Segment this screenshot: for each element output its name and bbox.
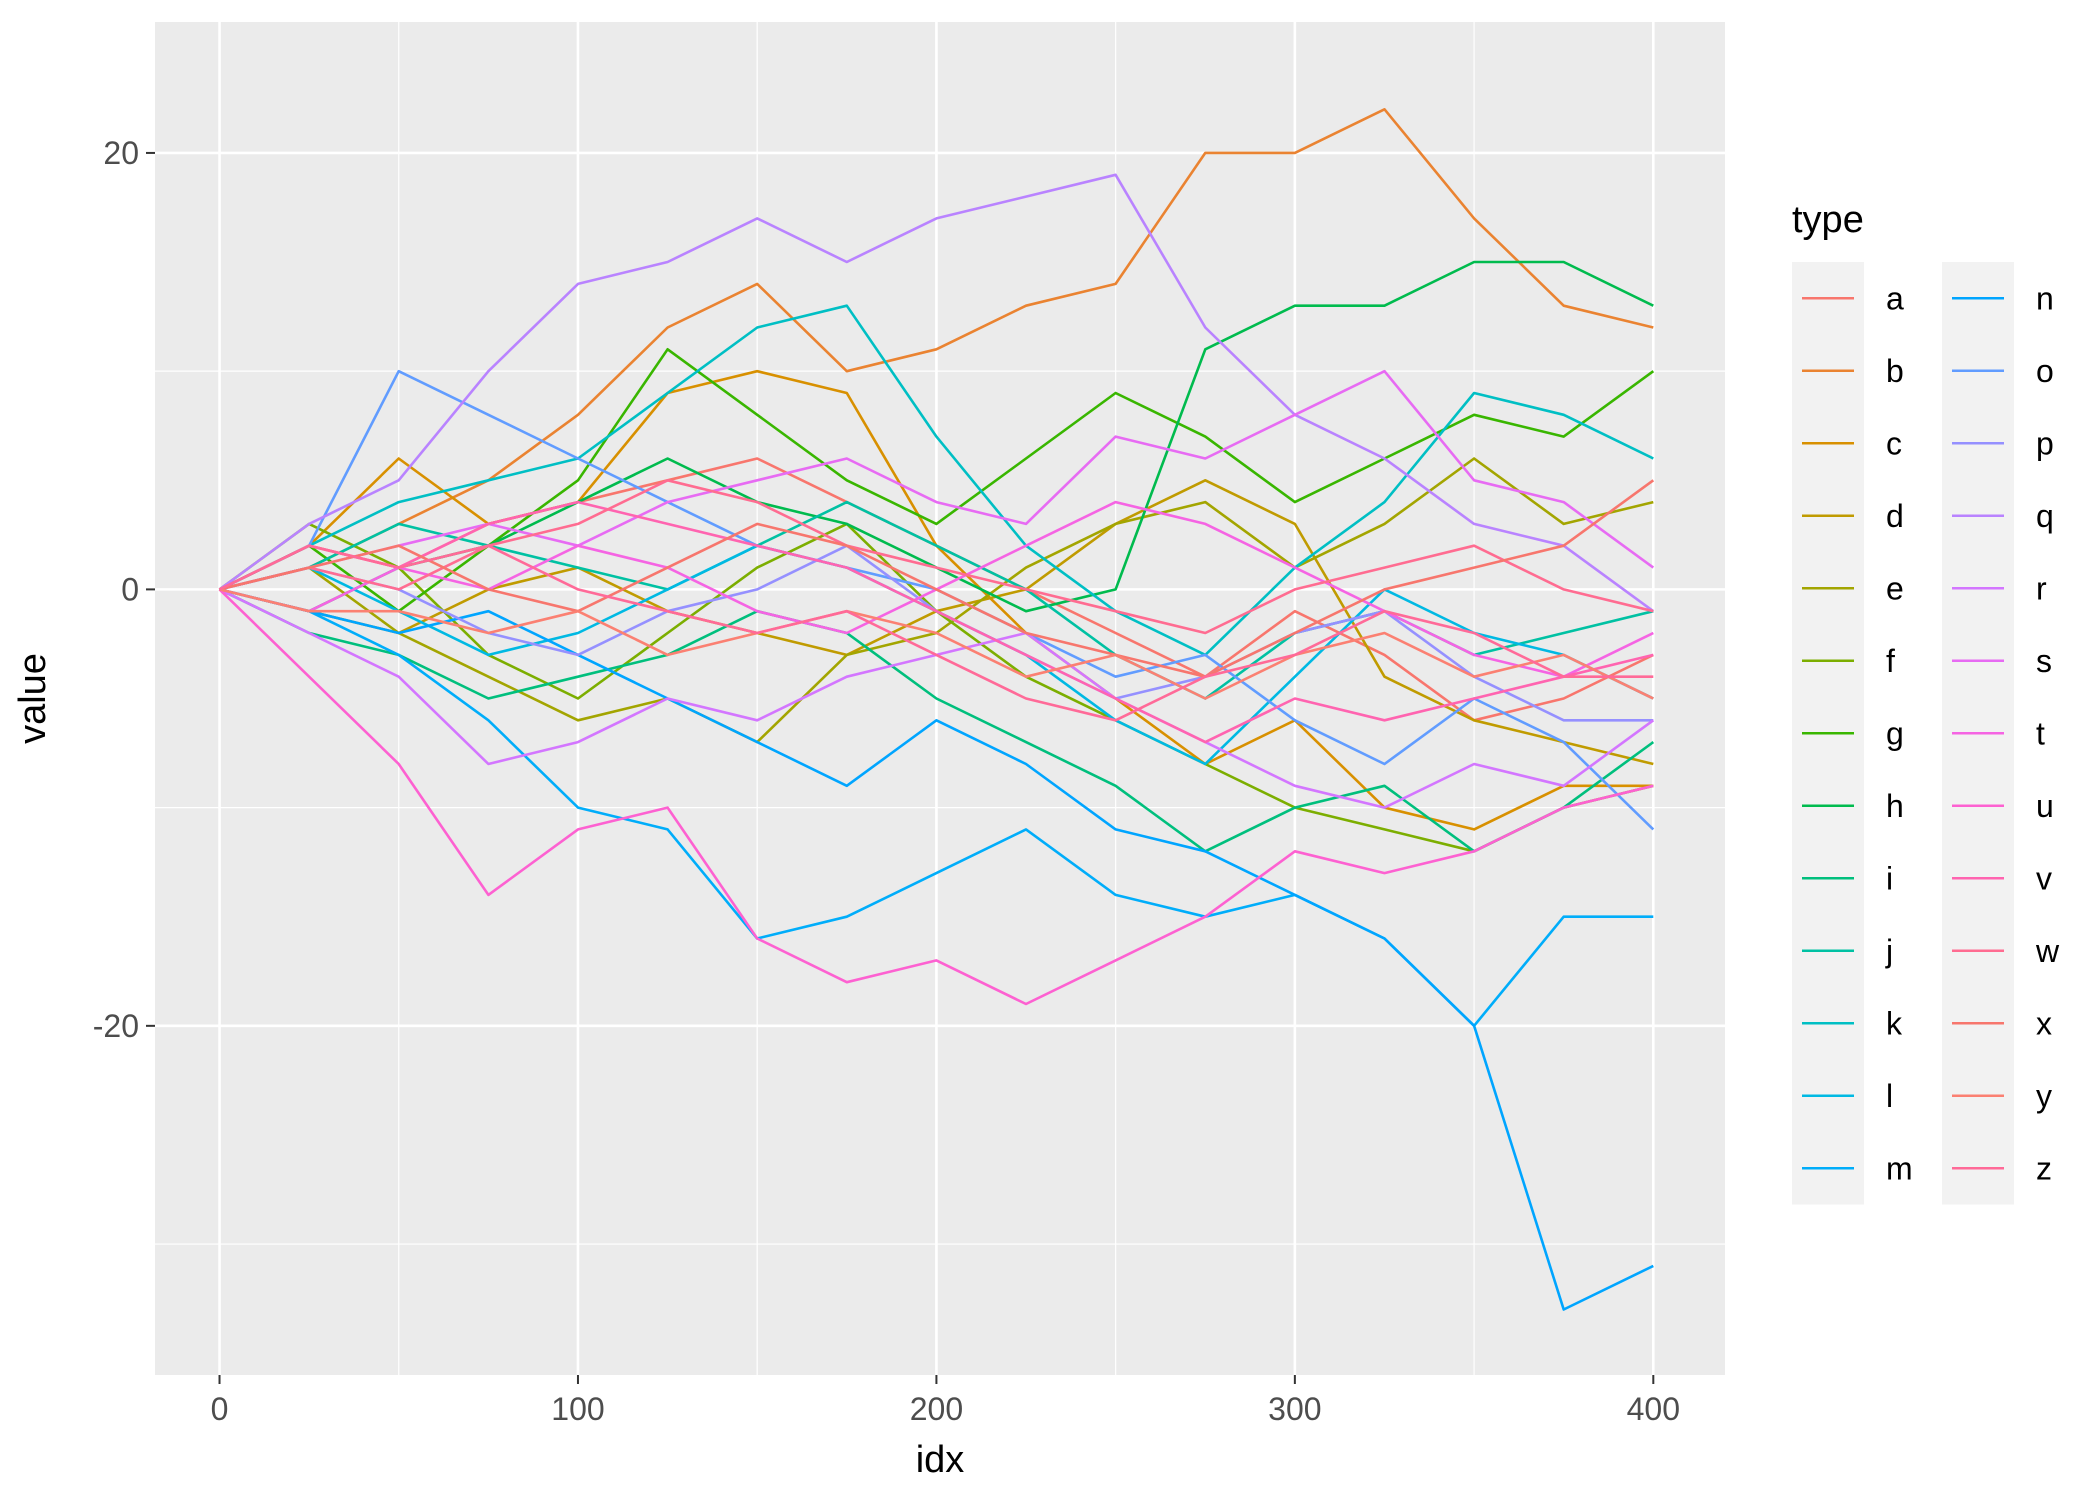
- series-line-x: [219, 479, 1655, 679]
- legend-label-n: n: [2036, 280, 2054, 316]
- legend-label-h: h: [1886, 788, 1904, 824]
- legend-label-y: y: [2036, 1078, 2052, 1114]
- x-tick-label: 400: [1627, 1391, 1680, 1427]
- legend-label-u: u: [2036, 788, 2054, 824]
- legend-label-x: x: [2036, 1005, 2052, 1041]
- x-tick-label: 300: [1268, 1391, 1321, 1427]
- legend-label-s: s: [2036, 643, 2052, 679]
- series-line-q: [218, 173, 1655, 613]
- legend-label-e: e: [1886, 570, 1904, 606]
- series-line-s: [219, 369, 1655, 591]
- x-tick-label: 100: [551, 1391, 604, 1427]
- series-line-w: [219, 478, 1654, 635]
- series-line-i: [218, 588, 1655, 853]
- series-line-v: [218, 500, 1654, 744]
- legend-label-z: z: [2036, 1150, 2052, 1186]
- y-tick-label: 0: [121, 571, 139, 607]
- x-axis-title: idx: [916, 1439, 965, 1481]
- legend-title: type: [1792, 199, 1864, 241]
- legend-label-q: q: [2036, 498, 2054, 534]
- legend-label-r: r: [2036, 570, 2047, 606]
- series-line-g: [218, 347, 1655, 613]
- series-line-y: [219, 588, 1654, 700]
- series-line-b: [219, 108, 1654, 591]
- legend-label-g: g: [1886, 715, 1904, 751]
- legend-label-w: w: [2035, 933, 2060, 969]
- legend-label-m: m: [1886, 1150, 1913, 1186]
- legend-label-k: k: [1886, 1005, 1903, 1041]
- legend-label-j: j: [1885, 933, 1893, 969]
- legend-label-d: d: [1886, 498, 1904, 534]
- series-line-z: [218, 544, 1654, 722]
- y-tick-label: 20: [103, 135, 139, 171]
- legend-label-b: b: [1886, 353, 1904, 389]
- plot-panel: [155, 22, 1725, 1375]
- legend-label-a: a: [1886, 280, 1904, 316]
- legend-label-o: o: [2036, 353, 2054, 389]
- legend-label-p: p: [2036, 425, 2054, 461]
- legend-label-c: c: [1886, 425, 1902, 461]
- series-line-k: [218, 304, 1654, 657]
- x-tick-label: 200: [910, 1391, 963, 1427]
- y-tick-label: -20: [93, 1008, 139, 1044]
- legend-label-i: i: [1886, 860, 1893, 896]
- legend-label-l: l: [1886, 1078, 1893, 1114]
- x-tick-label: 0: [211, 1391, 229, 1427]
- y-axis-title: value: [12, 653, 54, 744]
- legend-label-v: v: [2036, 860, 2052, 896]
- legend-label-f: f: [1886, 643, 1895, 679]
- series-line-u: [218, 588, 1654, 1006]
- legend-label-t: t: [2036, 715, 2045, 751]
